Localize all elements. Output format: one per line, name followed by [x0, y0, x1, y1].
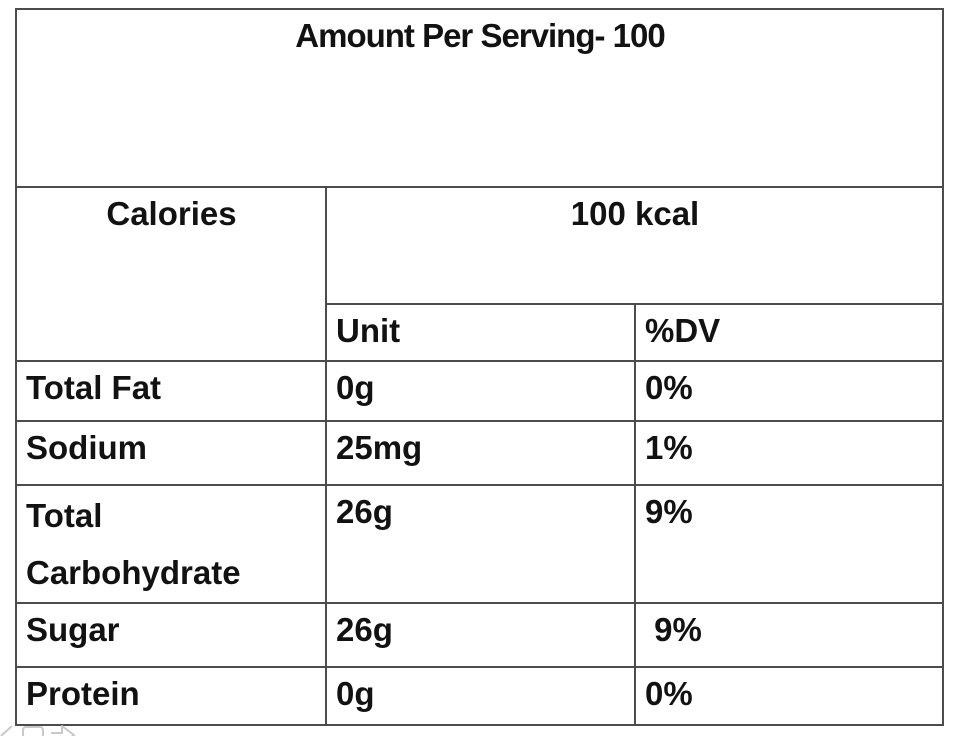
row-dv-value: 0%: [634, 360, 944, 422]
row-label-sugar: Sugar: [15, 601, 327, 668]
table-row: Amount Per Serving- 100: [15, 8, 944, 188]
row-unit-value: 26g: [325, 601, 636, 668]
row-label-protein: Protein: [15, 665, 327, 726]
row-unit-value: 26g: [325, 484, 636, 604]
pencil-fragment-icon[interactable]: [0, 725, 16, 736]
table-title: Amount Per Serving- 100: [15, 8, 944, 188]
row-label-total-carbohydrate: Total Carbohydrate: [15, 484, 327, 604]
arrow-fragment-icon[interactable]: [50, 723, 78, 736]
row-unit-value: 0g: [325, 665, 636, 726]
row-dv-value: 0%: [634, 665, 944, 726]
row-unit-value: 25mg: [325, 420, 636, 486]
note-fragment-icon[interactable]: [22, 726, 46, 736]
table-row: Total Carbohydrate 26g 9%: [15, 484, 944, 604]
table-row: Protein 0g 0%: [15, 665, 944, 726]
row-label-total-fat: Total Fat: [15, 360, 327, 422]
row-label-sodium: Sodium: [15, 420, 327, 486]
table-header-row: Unit %DV: [16, 303, 944, 362]
row-dv-value: 1%: [634, 420, 944, 486]
table-row: Calories 100 kcal: [15, 186, 944, 362]
nutrition-facts-table: Amount Per Serving- 100 Calories 100 kca…: [15, 8, 944, 726]
calories-label: Calories: [15, 186, 327, 362]
table-row: Sugar 26g 9%: [15, 601, 944, 668]
column-header-unit: Unit: [325, 303, 636, 362]
row-unit-value: 0g: [325, 360, 636, 422]
column-header-dv: %DV: [634, 303, 944, 362]
row-dv-value: 9%: [634, 601, 944, 668]
row-dv-value: 9%: [634, 484, 944, 604]
table-row: Sodium 25mg 1%: [15, 420, 944, 486]
calories-value: 100 kcal: [325, 186, 944, 305]
table-row: Total Fat 0g 0%: [15, 360, 944, 422]
